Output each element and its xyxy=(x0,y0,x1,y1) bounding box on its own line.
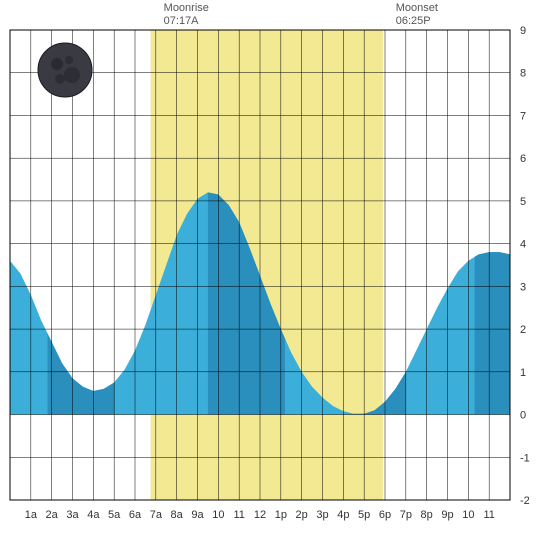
y-tick-label: 0 xyxy=(520,410,526,422)
x-tick-label: 7p xyxy=(400,509,412,521)
y-tick-label: -1 xyxy=(520,452,530,464)
x-tick-label: 4a xyxy=(87,509,100,521)
moonrise-time: 07:17A xyxy=(164,15,209,28)
x-tick-label: 8a xyxy=(171,509,184,521)
x-tick-label: 8p xyxy=(421,509,433,521)
y-tick-label: 9 xyxy=(520,25,526,37)
y-tick-label: 1 xyxy=(520,367,526,379)
y-tick-label: 3 xyxy=(520,281,526,293)
y-tick-label: -2 xyxy=(520,495,530,507)
x-tick-label: 9a xyxy=(191,509,204,521)
x-tick-label: 1p xyxy=(275,509,287,521)
tide-chart: Moonrise 07:17A Moonset 06:25P -2-101234… xyxy=(0,0,550,550)
x-tick-label: 7a xyxy=(150,509,163,521)
x-tick-label: 6p xyxy=(379,509,391,521)
y-tick-label: 8 xyxy=(520,68,526,80)
y-tick-label: 6 xyxy=(520,153,526,165)
chart-svg: -2-101234567891a2a3a4a5a6a7a8a9a1011121p… xyxy=(0,0,550,550)
x-tick-label: 10 xyxy=(462,509,474,521)
x-tick-label: 9p xyxy=(441,509,453,521)
x-tick-label: 10 xyxy=(212,509,224,521)
x-tick-label: 3p xyxy=(316,509,328,521)
x-tick-label: 11 xyxy=(483,509,494,521)
x-tick-label: 11 xyxy=(233,509,244,521)
x-tick-label: 3a xyxy=(66,509,79,521)
y-tick-label: 5 xyxy=(520,196,526,208)
x-tick-label: 5a xyxy=(108,509,121,521)
x-tick-label: 1a xyxy=(25,509,38,521)
moonset-time: 06:25P xyxy=(396,15,438,28)
x-tick-label: 5p xyxy=(358,509,370,521)
x-tick-label: 12 xyxy=(254,509,266,521)
moon-phase-icon xyxy=(38,43,92,97)
y-tick-label: 7 xyxy=(520,110,526,122)
x-tick-label: 4p xyxy=(337,509,349,521)
y-tick-label: 2 xyxy=(520,324,526,336)
x-tick-label: 6a xyxy=(129,509,142,521)
moonset-annotation: Moonset 06:25P xyxy=(396,2,438,28)
moonrise-annotation: Moonrise 07:17A xyxy=(164,2,209,28)
moonset-label: Moonset xyxy=(396,2,438,15)
moonrise-label: Moonrise xyxy=(164,2,209,15)
y-tick-label: 4 xyxy=(520,239,526,251)
x-tick-label: 2a xyxy=(46,509,59,521)
x-tick-label: 2p xyxy=(296,509,308,521)
